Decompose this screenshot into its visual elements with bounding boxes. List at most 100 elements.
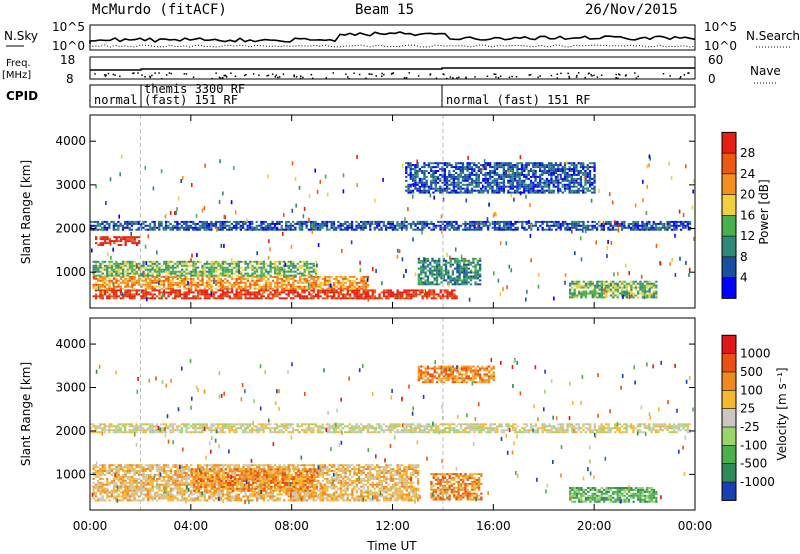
heatmap-cell <box>97 268 100 271</box>
heatmap-cell <box>426 259 430 262</box>
heatmap-cell <box>357 222 360 225</box>
heatmap-cell <box>498 222 501 225</box>
heatmap-cell <box>341 222 345 225</box>
heatmap-cell <box>126 468 129 471</box>
heatmap-cell <box>335 226 338 229</box>
heatmap-cell <box>486 191 490 194</box>
heatmap-cell <box>94 483 98 486</box>
heatmap-cell <box>106 477 109 480</box>
heatmap-cell <box>541 172 544 174</box>
cpid-segment-2-line1: themis 3300 RF <box>144 82 245 96</box>
heatmap-cell <box>443 226 447 229</box>
heatmap-cell <box>525 175 528 178</box>
heatmap-cell <box>203 272 206 275</box>
heatmap-cell <box>453 228 456 231</box>
heatmap-cell <box>532 185 535 188</box>
heatmap-cell <box>548 220 551 223</box>
heatmap-cell <box>577 222 581 225</box>
heatmap-cell <box>296 291 299 294</box>
heatmap-cell <box>628 295 631 299</box>
heatmap-cell <box>625 284 628 287</box>
heatmap-cell <box>407 164 410 167</box>
heatmap-cell <box>348 279 352 282</box>
heatmap-cell <box>364 285 368 288</box>
heatmap-cell <box>201 264 204 267</box>
heatmap-cell <box>217 220 220 223</box>
heatmap-cell <box>473 220 476 223</box>
heatmap-cell <box>424 283 427 286</box>
heatmap-cell <box>557 185 560 188</box>
heatmap-cell <box>448 222 451 225</box>
heatmap-cell <box>496 228 499 231</box>
heatmap-cell <box>584 179 587 182</box>
heatmap-cell <box>378 293 381 296</box>
heatmap-cell <box>457 173 460 176</box>
heatmap-cell <box>287 289 290 292</box>
heatmap-cell <box>310 274 313 277</box>
heatmap-cell <box>137 487 141 490</box>
heatmap-cell <box>507 162 510 165</box>
heatmap-cell <box>652 290 656 293</box>
heatmap-cell <box>105 226 109 229</box>
heatmap-cell <box>475 185 478 188</box>
heatmap-cell <box>292 277 295 280</box>
heatmap-cell <box>582 166 585 169</box>
heatmap-cell <box>126 464 129 467</box>
heatmap-cell <box>335 285 338 288</box>
heatmap-cell <box>525 220 528 223</box>
heatmap-cell <box>360 295 363 298</box>
heatmap-cell <box>341 248 343 253</box>
heatmap-cell <box>142 270 145 273</box>
heatmap-cell <box>634 294 638 297</box>
heatmap-cell <box>493 271 495 276</box>
heatmap-cell <box>140 295 143 298</box>
heatmap-cell <box>527 226 531 229</box>
heatmap-cell <box>92 272 95 275</box>
heatmap-cell <box>156 281 159 284</box>
heatmap-cell <box>183 279 186 282</box>
heatmap-cell <box>144 477 147 480</box>
heatmap-cell <box>652 286 656 289</box>
heatmap-cell <box>244 291 247 294</box>
heatmap-cell <box>461 191 465 194</box>
heatmap-cell <box>589 224 592 227</box>
heatmap-cell <box>479 263 482 266</box>
heatmap-cell <box>474 281 477 284</box>
heatmap-cell <box>251 277 254 280</box>
heatmap-cell <box>126 472 129 474</box>
heatmap-cell <box>115 238 118 241</box>
heatmap-cell <box>92 477 95 480</box>
heatmap-cell <box>596 284 599 287</box>
heatmap-cell <box>429 263 432 266</box>
heatmap-cell <box>267 279 270 282</box>
heatmap-cell <box>94 283 98 286</box>
heatmap-cell <box>206 293 209 296</box>
heatmap-cell <box>421 220 424 223</box>
heatmap-cell <box>398 226 401 229</box>
heatmap-cell <box>507 185 510 188</box>
heatmap-cell <box>113 240 116 243</box>
heatmap-cell <box>120 154 123 159</box>
heatmap-cell <box>346 279 349 282</box>
heatmap-cell <box>405 228 408 231</box>
heatmap-cell <box>249 274 252 277</box>
heatmap-cell <box>382 289 386 292</box>
heatmap-cell <box>346 289 349 292</box>
heatmap-cell <box>99 236 102 239</box>
heatmap-cell <box>500 166 503 169</box>
heatmap-cell <box>427 166 431 169</box>
heatmap-cell <box>131 283 134 286</box>
heatmap-cell <box>319 285 322 288</box>
heatmap-cell <box>666 220 669 223</box>
heatmap-cell <box>112 226 115 229</box>
heatmap-cell <box>128 285 132 288</box>
heatmap-cell <box>573 288 576 291</box>
heatmap-cell <box>495 189 499 192</box>
heatmap-cell <box>142 289 145 292</box>
heatmap-cell <box>133 236 136 239</box>
heatmap-cell <box>445 179 449 182</box>
heatmap-cell <box>465 273 468 276</box>
heatmap-cell <box>561 172 564 174</box>
heatmap-cell <box>546 220 549 223</box>
heatmap-cell <box>278 274 281 277</box>
